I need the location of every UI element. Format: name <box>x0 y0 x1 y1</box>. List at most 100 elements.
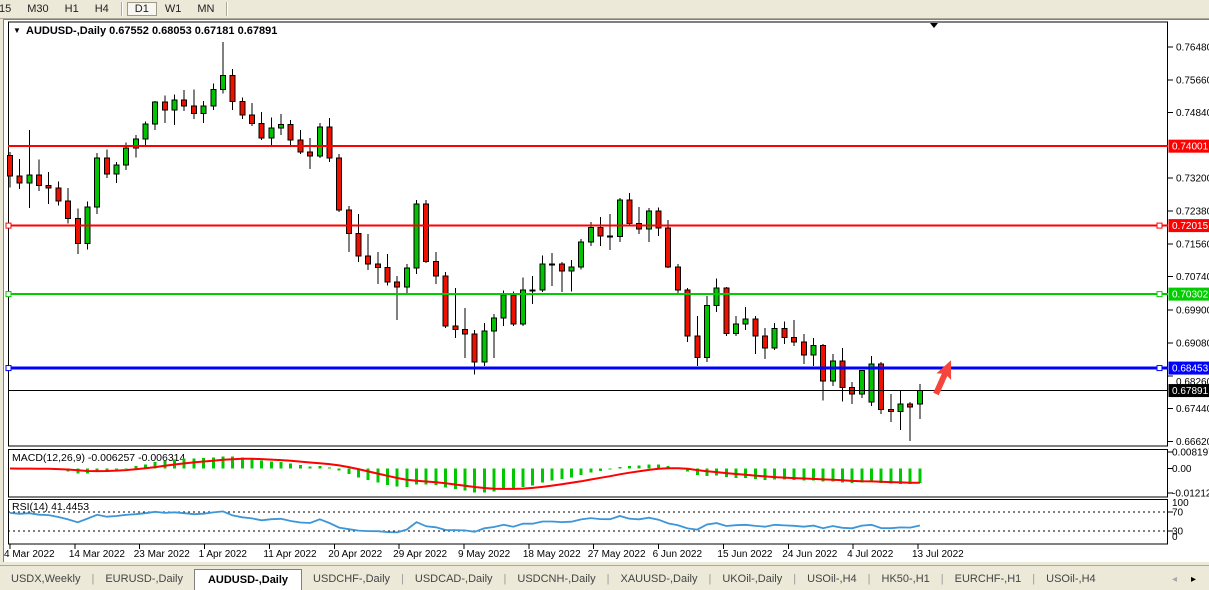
chart-tab-audusd-daily-2[interactable]: AUDUSD-,Daily <box>193 569 303 590</box>
axis-price-label: 0.67891 <box>1172 386 1209 397</box>
tabs-scroll-left-icon[interactable]: ◂ <box>1171 574 1177 585</box>
svg-text:-0.01212: -0.01212 <box>1172 488 1209 499</box>
candle-23 <box>229 74 236 102</box>
svg-text:▼: ▼ <box>13 26 21 35</box>
candle-82 <box>800 341 807 356</box>
candle-74 <box>723 287 730 334</box>
candle-16 <box>161 101 168 111</box>
candle-88 <box>858 370 865 395</box>
axis-price-label-bg <box>1168 361 1209 375</box>
candle-33 <box>326 126 333 159</box>
candle-70 <box>684 289 691 337</box>
macd-panel: MACD(12,26,9) -0.006257 -0.006314 0.00819… <box>9 447 1209 499</box>
candle-17 <box>171 99 178 111</box>
candle-76 <box>742 318 749 325</box>
candle-1 <box>16 175 23 184</box>
candle-80 <box>781 328 788 338</box>
chart-tab-eurusd-daily-1[interactable]: EURUSD-,Daily <box>105 573 183 585</box>
svg-text:0.71560: 0.71560 <box>1176 239 1209 250</box>
svg-text:0.67440: 0.67440 <box>1176 404 1209 415</box>
axis-price-label-bg <box>1168 139 1209 153</box>
chart-tab-usdcad-daily-4[interactable]: USDCAD-,Daily <box>414 573 493 585</box>
svg-text:0.66620: 0.66620 <box>1176 437 1209 448</box>
date-label: 15 Jun 2022 <box>717 549 772 560</box>
candle-93 <box>907 403 914 408</box>
candle-51 <box>500 294 507 319</box>
timeframe-button-w1[interactable]: W1 <box>164 3 182 15</box>
chart-tab-usdchf-daily-3[interactable]: USDCHF-,Daily <box>313 573 391 585</box>
chart-tab-hk50-h1-9[interactable]: HK50-,H1 <box>881 573 930 585</box>
up-arrow-icon <box>933 360 952 396</box>
candle-31 <box>307 151 314 157</box>
date-label: 23 Mar 2022 <box>134 549 191 560</box>
candle-85 <box>829 360 836 382</box>
candle-44 <box>432 260 439 277</box>
candle-67 <box>655 210 662 229</box>
arrow-annotation <box>933 360 952 396</box>
tabs-scroll-right-icon[interactable]: ▸ <box>1190 574 1196 585</box>
timeframe-button-d1[interactable]: D1 <box>126 2 157 16</box>
chart-tab-usdcnh-daily-5[interactable]: USDCNH-,Daily <box>517 573 596 585</box>
candle-40 <box>394 281 401 288</box>
tab-separator: | <box>867 573 871 585</box>
svg-text:30: 30 <box>1172 527 1184 538</box>
chart-tab-usdx-weekly-0[interactable]: USDX,Weekly <box>11 573 81 585</box>
chart-tab-ukoil-daily-7[interactable]: UKOil-,Daily <box>722 573 783 585</box>
axis-price-label-bg <box>1168 219 1209 233</box>
svg-text:70: 70 <box>1172 508 1184 519</box>
candle-94 <box>916 390 923 405</box>
candle-50 <box>491 317 497 332</box>
candle-19 <box>190 105 197 114</box>
candle-28 <box>278 124 285 129</box>
tab-separator: | <box>940 573 944 585</box>
candle-79 <box>771 328 778 349</box>
svg-text:0.00: 0.00 <box>1172 464 1192 475</box>
chart-tab-eurchf-h1-10[interactable]: EURCHF-,H1 <box>954 573 1022 585</box>
candle-57 <box>558 263 565 272</box>
svg-text:0.69080: 0.69080 <box>1176 339 1209 350</box>
axis-price-label: 0.74001 <box>1172 142 1209 153</box>
timeframe-button-m30[interactable]: M30 <box>27 3 49 15</box>
tab-separator: | <box>91 573 95 585</box>
date-label: 6 Jun 2022 <box>653 549 703 560</box>
candle-59 <box>578 241 585 268</box>
candle-63 <box>616 199 623 238</box>
timeframe-button-mn[interactable]: MN <box>197 3 215 15</box>
candle-81 <box>791 336 798 343</box>
candle-72 <box>703 304 710 358</box>
line-handle <box>1156 291 1163 298</box>
svg-text:0.68260: 0.68260 <box>1176 377 1209 388</box>
shift-marker-icon <box>930 23 938 28</box>
date-label: 1 Apr 2022 <box>199 549 248 560</box>
candle-55 <box>539 263 546 291</box>
candle-49 <box>481 330 488 363</box>
timeframe-button-15[interactable]: 15 <box>0 3 12 15</box>
candle-69 <box>674 266 681 291</box>
candle-77 <box>752 318 759 337</box>
candle-92 <box>897 403 904 412</box>
axis-price-label: 0.70302 <box>1172 290 1209 301</box>
chart-tab-xauusd-daily-6[interactable]: XAUUSD-,Daily <box>620 573 698 585</box>
date-label: 9 May 2022 <box>458 549 511 560</box>
candle-29 <box>287 124 294 141</box>
candle-4 <box>45 184 52 189</box>
timeframe-button-h1[interactable]: H1 <box>64 3 79 15</box>
tab-scroll-nav: ◂ ▸ <box>1165 574 1209 590</box>
candle-3 <box>36 174 43 186</box>
date-label: 14 Mar 2022 <box>69 549 126 560</box>
candle-64 <box>626 199 633 224</box>
chart-tab-usoil-h4-8[interactable]: USOil-,H4 <box>807 573 857 585</box>
candle-66 <box>645 210 652 230</box>
tab-separator: | <box>1032 573 1036 585</box>
candle-48 <box>471 333 478 363</box>
timeframe-button-h4[interactable]: H4 <box>94 3 109 15</box>
svg-text:0.75660: 0.75660 <box>1176 75 1209 86</box>
rsi-line <box>9 510 921 534</box>
svg-text:0.76480: 0.76480 <box>1176 43 1209 54</box>
svg-text:0: 0 <box>1172 532 1178 543</box>
chart-tab-usoil-h4-11[interactable]: USOil-,H4 <box>1046 573 1096 585</box>
candle-45 <box>442 275 449 327</box>
candle-54 <box>529 289 536 292</box>
